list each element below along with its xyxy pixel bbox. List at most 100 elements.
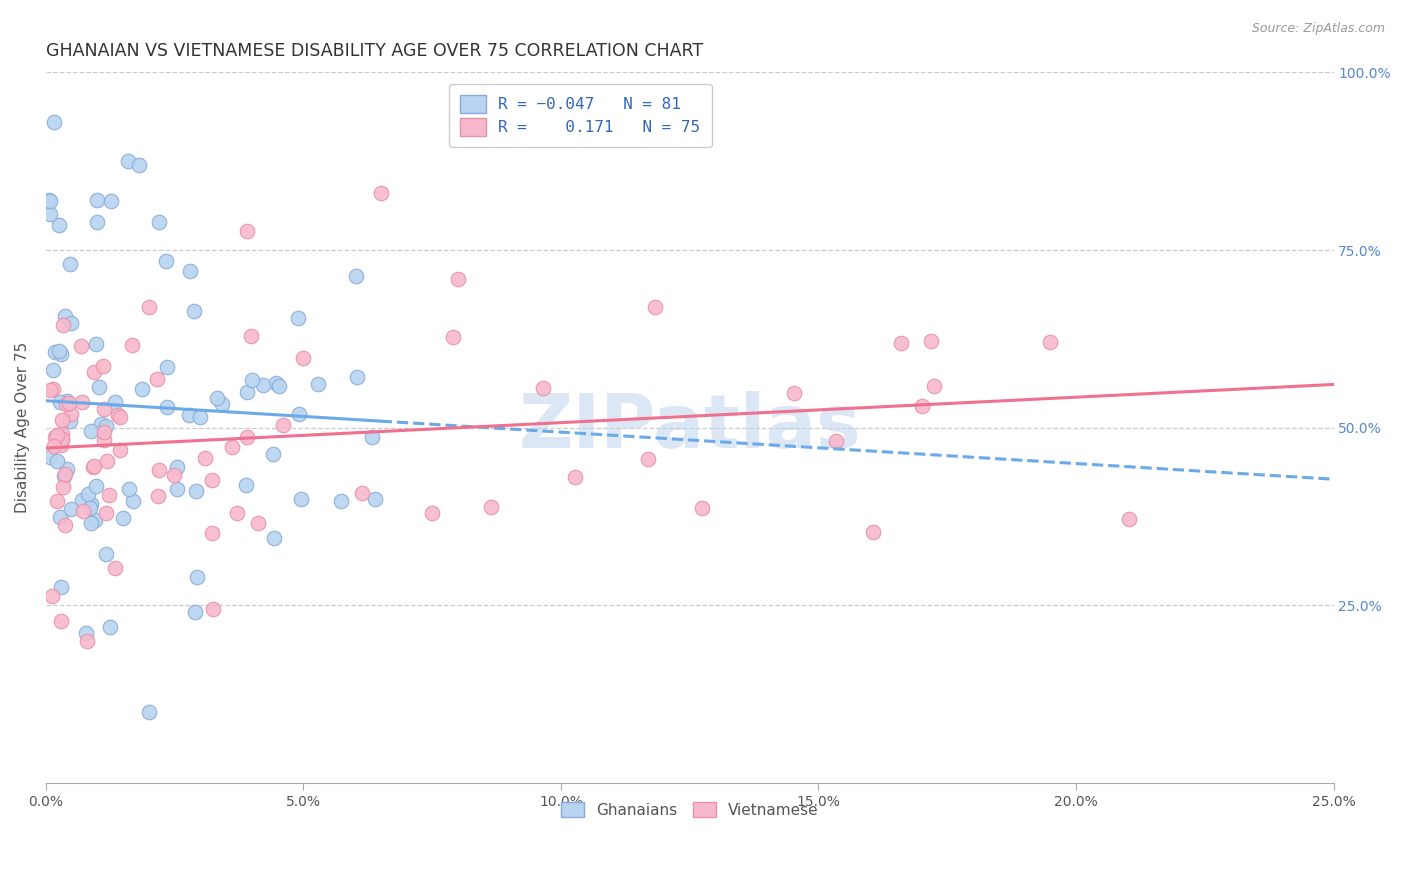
Point [87,380,110,394]
Point [60,408,83,422]
Point [104,395,127,409]
Point [80,516,103,530]
Point [637,452,659,467]
Point [84,337,107,351]
Point [162,468,184,483]
Point [53,467,76,481]
Point [48,343,70,358]
Point [72,503,94,517]
Point [97,488,120,502]
Point [96,506,118,520]
Point [118,482,141,496]
Point [184,605,207,619]
Point [288,407,311,421]
Point [77,486,100,500]
Point [39,450,62,464]
Point [121,494,143,508]
Point [42,382,65,396]
Point [39,194,62,208]
Point [148,214,170,228]
Text: GHANAIAN VS VIETNAMESE DISABILITY AGE OVER 75 CORRELATION CHART: GHANAIAN VS VIETNAMESE DISABILITY AGE OV… [46,42,703,60]
Point [44,430,66,444]
Point [49,509,72,524]
Point [202,602,225,616]
Point [201,473,224,487]
Point [183,304,205,318]
Point [252,378,274,392]
Point [51,432,73,446]
Point [46,454,69,468]
Point [44,345,66,359]
Point [201,525,224,540]
Point [42,115,65,129]
Point [188,409,211,424]
Point [166,459,188,474]
Point [690,501,713,516]
Point [41,589,63,603]
Point [155,253,177,268]
Point [51,413,73,427]
Point [79,501,101,516]
Point [48,219,70,233]
Point [93,402,115,417]
Point [59,414,82,428]
Point [420,506,443,520]
Point [107,408,129,422]
Point [55,394,77,409]
Y-axis label: Disability Age Over 75: Disability Age Over 75 [15,343,30,514]
Point [644,300,666,314]
Point [86,214,108,228]
Point [1118,512,1140,526]
Point [79,425,101,439]
Point [59,257,82,271]
Point [236,224,259,238]
Point [46,494,69,508]
Point [70,394,93,409]
Point [98,620,121,634]
Point [84,478,107,492]
Point [235,478,257,492]
Point [44,439,66,453]
Point [104,561,127,575]
Point [350,486,373,500]
Point [447,271,470,285]
Point [86,194,108,208]
Point [236,430,259,444]
Point [51,426,73,441]
Point [80,497,103,511]
Point [53,468,76,483]
Point [221,440,243,454]
Point [370,186,392,201]
Point [56,461,79,475]
Point [564,470,586,484]
Text: Source: ZipAtlas.com: Source: ZipAtlas.com [1251,22,1385,36]
Point [179,264,201,278]
Point [38,194,60,208]
Point [271,417,294,432]
Point [52,318,75,332]
Point [266,376,288,391]
Point [93,434,115,448]
Point [361,430,384,444]
Point [117,154,139,169]
Point [96,454,118,468]
Point [177,408,200,422]
Point [479,500,502,514]
Point [211,397,233,411]
Point [96,418,118,433]
Point [42,363,65,377]
Point [138,300,160,314]
Point [344,268,367,283]
Point [90,417,112,431]
Point [263,532,285,546]
Point [49,395,72,409]
Point [890,336,912,351]
Point [59,316,82,330]
Point [186,484,208,499]
Point [84,513,107,527]
Point [920,334,942,348]
Point [76,634,98,648]
Point [148,462,170,476]
Point [108,443,131,458]
Point [55,397,77,411]
